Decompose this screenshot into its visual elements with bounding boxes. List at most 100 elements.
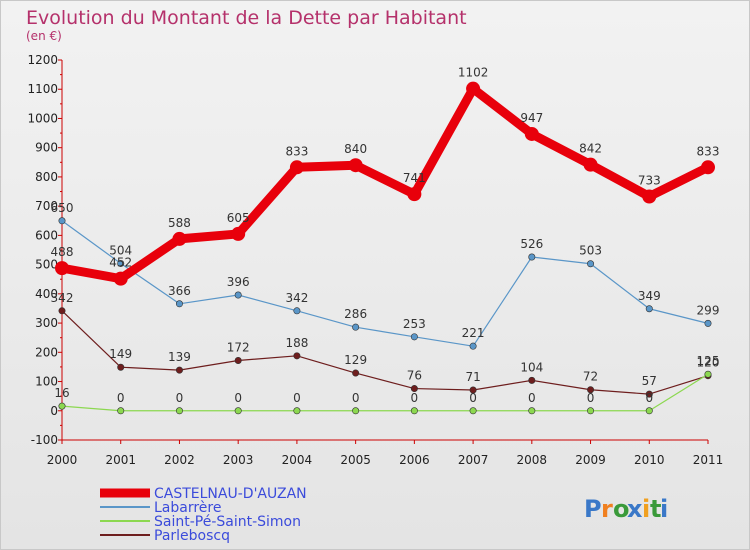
- x-tick-label: 2000: [47, 453, 78, 467]
- x-tick-label: 2010: [634, 453, 665, 467]
- x-tick-label: 2009: [575, 453, 606, 467]
- data-label: 129: [344, 353, 367, 367]
- y-tick-label: 100: [35, 375, 58, 389]
- series-line: [61, 373, 709, 412]
- y-tick-label: 900: [35, 141, 58, 155]
- data-label: 0: [234, 391, 242, 405]
- x-tick-label: 2004: [282, 453, 313, 467]
- data-label: 605: [227, 211, 250, 225]
- data-label: 503: [579, 244, 602, 258]
- data-point: [348, 158, 363, 173]
- data-point: [410, 333, 418, 341]
- data-label: 0: [352, 391, 360, 405]
- legend: CASTELNAU-D'AUZANLabarrèreSaint-Pé-Saint…: [100, 486, 307, 544]
- data-point: [234, 407, 242, 415]
- data-label: 253: [403, 317, 426, 331]
- data-point: [352, 369, 360, 377]
- y-tick-label: 1000: [27, 111, 58, 125]
- data-point: [410, 407, 418, 415]
- data-point: [293, 352, 301, 360]
- x-tick-label: 2008: [517, 453, 548, 467]
- series-line: [61, 310, 709, 395]
- chart-title: Evolution du Montant de la Dette par Hab…: [26, 7, 467, 29]
- legend-label: Labarrère: [154, 500, 221, 516]
- data-point: [469, 386, 477, 394]
- data-label: 833: [285, 144, 308, 158]
- data-label: 71: [465, 370, 480, 384]
- data-point: [58, 307, 66, 315]
- y-tick-label: 400: [35, 287, 58, 301]
- y-tick-label: 300: [35, 316, 58, 330]
- data-label: 172: [227, 340, 250, 354]
- chart-subtitle: (en €): [26, 29, 62, 43]
- data-label: 221: [462, 326, 485, 340]
- data-point: [528, 253, 536, 261]
- data-label: 72: [583, 370, 598, 384]
- y-tick-label: 600: [35, 228, 58, 242]
- data-point: [58, 402, 66, 410]
- logo-letter: i: [642, 495, 650, 523]
- data-point: [58, 217, 66, 225]
- data-point: [587, 407, 595, 415]
- data-label: 1102: [458, 66, 489, 80]
- data-label: 733: [638, 174, 661, 188]
- data-point: [117, 363, 125, 371]
- series-line: [61, 84, 711, 284]
- legend-label: CASTELNAU-D'AUZAN: [154, 486, 307, 502]
- series-3: 342 149 139 172 188 129 76 71 104 72 57 120: [51, 291, 719, 398]
- data-label: 0: [645, 391, 653, 405]
- data-label: 342: [285, 291, 308, 305]
- y-tick-label: 500: [35, 258, 58, 272]
- data-label: 366: [168, 284, 191, 298]
- series-line: [61, 220, 709, 347]
- data-point: [231, 226, 246, 241]
- data-point: [410, 385, 418, 393]
- data-point: [234, 291, 242, 299]
- data-label: 149: [109, 347, 132, 361]
- data-point: [583, 157, 598, 172]
- data-label: 0: [528, 391, 536, 405]
- series-0: 488 452 588 605 833 840 741 1102 947 842 733 833: [51, 66, 720, 286]
- data-point: [642, 189, 657, 204]
- data-point: [469, 342, 477, 350]
- data-point: [175, 300, 183, 308]
- data-point: [587, 260, 595, 268]
- data-point: [704, 370, 712, 378]
- logo-letter: t: [650, 495, 661, 523]
- data-point: [117, 407, 125, 415]
- y-tick-label: 1100: [27, 82, 58, 96]
- data-label: 650: [51, 201, 74, 215]
- series-2: 16 0 0 0 0 0 0 0 0 0 0 125: [54, 354, 719, 415]
- data-point: [524, 126, 539, 141]
- data-label: 396: [227, 275, 250, 289]
- axes: -100010020030040050060070080090010001100…: [27, 53, 723, 467]
- logo-letter: r: [601, 495, 613, 523]
- y-tick-label: -100: [31, 433, 58, 447]
- data-label: 139: [168, 350, 191, 364]
- data-label: 299: [697, 303, 720, 317]
- data-label: 104: [520, 360, 543, 374]
- series-group: 342 149 139 172 188 129 76 71 104 72 57 120 16 0 0 0 0 0 0…: [51, 66, 720, 415]
- x-tick-label: 2005: [340, 453, 371, 467]
- data-label: 833: [697, 144, 720, 158]
- data-point: [704, 319, 712, 327]
- data-point: [528, 376, 536, 384]
- data-point: [645, 407, 653, 415]
- data-point: [175, 366, 183, 374]
- data-label: 741: [403, 171, 426, 185]
- data-label: 342: [51, 291, 74, 305]
- data-label: 16: [54, 386, 69, 400]
- data-label: 76: [407, 369, 422, 383]
- x-tick-label: 2003: [223, 453, 254, 467]
- data-label: 840: [344, 142, 367, 156]
- data-label: 504: [109, 243, 132, 257]
- logo-letter: P: [584, 495, 602, 523]
- data-point: [117, 259, 125, 267]
- data-point: [466, 81, 481, 96]
- y-tick-label: 0: [50, 404, 58, 418]
- data-point: [528, 407, 536, 415]
- x-tick-label: 2001: [105, 453, 136, 467]
- data-point: [293, 407, 301, 415]
- data-label: 0: [293, 391, 301, 405]
